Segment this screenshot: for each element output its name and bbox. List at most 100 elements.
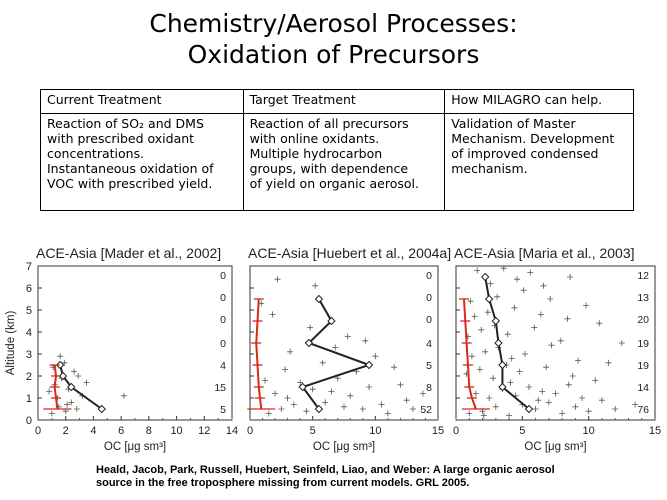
table-header-row: Current Treatment Target Treatment How M… [40, 89, 634, 114]
scatter-point [419, 390, 426, 397]
observed-profile-point [498, 360, 507, 370]
scatter-point [303, 408, 310, 415]
x-tick-label: 4 [90, 425, 96, 437]
cell-target-treatment: Reaction of all precursors with online o… [242, 113, 446, 211]
treatment-table: Current Treatment Target Treatment How M… [40, 89, 634, 211]
y-tick-label: 3 [26, 349, 32, 361]
scatter-point [539, 388, 546, 395]
sample-count: 5 [426, 360, 432, 372]
observed-profile-point [58, 371, 68, 381]
scatter-point [282, 366, 289, 373]
slide-title-line-2: Oxidation of Precursors [187, 40, 480, 69]
observed-profile-point [498, 382, 507, 392]
sample-count: 0 [426, 292, 432, 304]
x-axis-label: OC [μg sm³] [524, 441, 586, 453]
scatter-point [583, 302, 590, 309]
altitude-profile-plots: ACE-Asia [Mader et al., 2002]0 2 4 6 8 10 12 14… [5, 245, 661, 453]
scatter-point [504, 331, 511, 338]
scatter-point [120, 392, 127, 399]
slide-title: Chemistry/Aerosol Processes: Oxidation o… [0, 8, 667, 70]
model-profile-line [462, 298, 477, 410]
header-current-treatment: Current Treatment [40, 89, 244, 114]
scatter-point [319, 359, 326, 366]
sample-count: 0 [220, 292, 226, 304]
scatter-point [362, 337, 369, 344]
scatter-point [467, 298, 474, 305]
scatter-point [384, 410, 391, 417]
plot-frame [249, 265, 439, 421]
scatter-point [71, 368, 78, 375]
y-tick-label: 2 [26, 371, 32, 383]
cell-current-treatment: Reaction of SO₂ and DMS with prescribed … [40, 113, 244, 211]
scatter-point [307, 324, 314, 331]
observed-profile-line [301, 298, 373, 410]
cell-line: with online oxidants. [249, 131, 380, 146]
table-row: Reaction of SO₂ and DMS with prescribed … [40, 113, 634, 211]
sample-count: 52 [420, 404, 432, 416]
scatter-point [278, 406, 285, 412]
y-axis-label: Altitude (km) [5, 311, 17, 376]
scatter-point [540, 282, 547, 289]
scatter-point [322, 399, 329, 406]
cell-line: Instantaneous oxidation of [47, 161, 214, 176]
scatter-point [332, 344, 339, 351]
cell-line: of improved condensed [451, 146, 599, 161]
scatter-point [564, 315, 571, 322]
observed-profile-line [484, 276, 530, 410]
observed-profile-point [480, 272, 490, 282]
observed-profile-point [491, 316, 501, 326]
scatter-point [46, 388, 53, 395]
scatter-point [48, 410, 55, 417]
x-tick-label: 8 [146, 425, 152, 437]
scatter-point [484, 309, 491, 316]
scatter-point [592, 377, 599, 384]
cell-line: groups, with dependence [249, 161, 409, 176]
scatter-point [290, 401, 297, 408]
scatter-point [272, 390, 279, 397]
x-tick-label: 12 [198, 425, 210, 437]
scatter-point [61, 359, 68, 366]
sample-count: 0 [220, 314, 226, 326]
scatter-point [466, 410, 473, 417]
plot-frame [455, 265, 656, 421]
scatter-point [548, 342, 555, 349]
sample-count: 0 [220, 338, 226, 350]
scatter-point [531, 324, 538, 331]
sample-count: 15 [214, 382, 226, 394]
x-tick-label: 0 [453, 425, 459, 437]
scatter-point [312, 282, 319, 289]
y-tick-label: 1 [26, 393, 32, 405]
y-tick-label: 4 [26, 327, 32, 339]
cell-line: with prescribed oxidant [47, 131, 195, 146]
header-milagro-help: How MILAGRO can help. [444, 89, 634, 114]
scatter-point [397, 381, 404, 388]
cell-line: Multiple hydrocarbon [249, 146, 383, 161]
cell-line: Reaction of all precursors [249, 116, 409, 131]
sample-count: 0 [426, 270, 432, 282]
plot-title: ACE-Asia [Huebert et al., 2004a] [248, 245, 451, 261]
scatter-point [511, 304, 518, 311]
scatter-point [262, 377, 269, 384]
scatter-point [265, 410, 272, 417]
scatter-point [494, 293, 501, 300]
scatter-point [83, 379, 90, 386]
observed-profile-point [364, 360, 374, 370]
scatter-point [565, 381, 572, 388]
scatter-point [506, 412, 513, 419]
cell-line: concentrations. [47, 146, 145, 161]
scatter-point [344, 333, 351, 340]
scatter-point [328, 388, 335, 395]
model-profile-line [255, 298, 263, 410]
scatter-point [605, 359, 612, 366]
sample-count: 19 [637, 360, 649, 372]
x-tick-label: 10 [369, 425, 381, 437]
cell-line: mechanism. [451, 161, 528, 176]
scatter-point [391, 364, 398, 371]
scatter-point [487, 280, 494, 287]
scatter-point [612, 406, 619, 412]
scatter-point [527, 269, 534, 276]
scatter-point [403, 397, 410, 404]
observed-profile-point [55, 360, 65, 370]
x-tick-label: 6 [118, 425, 124, 437]
scatter-point [75, 373, 82, 379]
